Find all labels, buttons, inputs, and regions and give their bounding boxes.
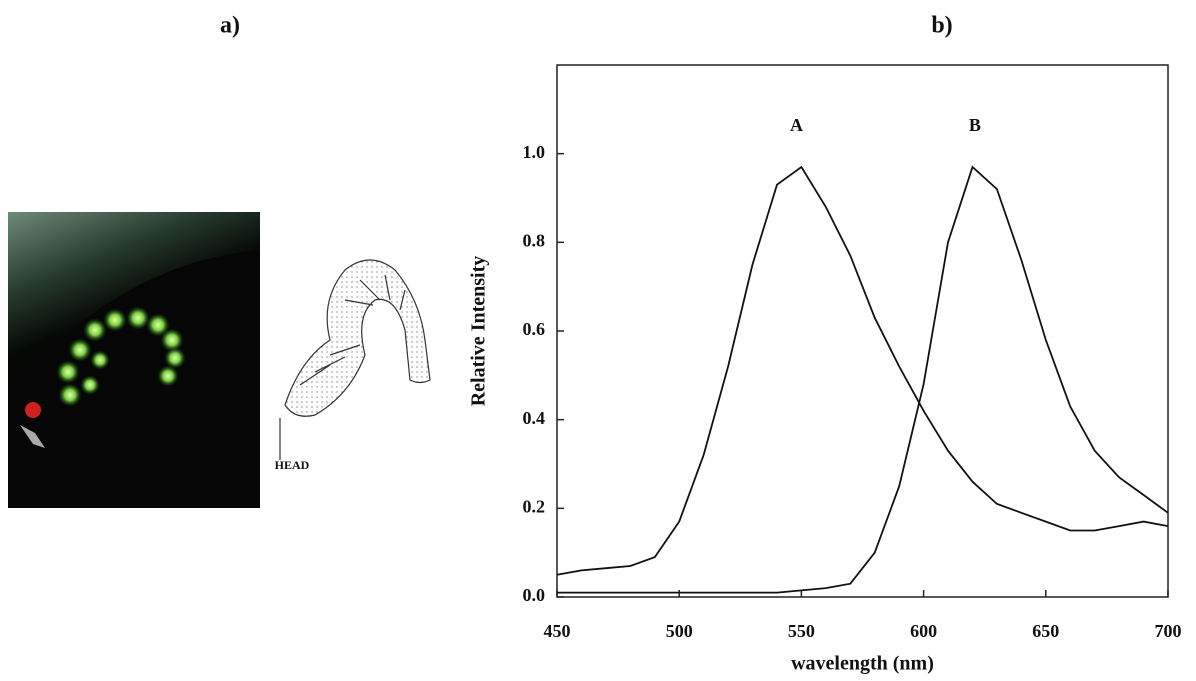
y-tick-label: 0.2 <box>523 496 546 516</box>
x-tick-label: 550 <box>788 621 815 641</box>
x-tick-label: 600 <box>910 621 937 641</box>
plot-frame <box>556 64 1169 598</box>
annotation: A <box>790 115 803 135</box>
photo <box>8 212 260 508</box>
panel-label: a) <box>220 13 240 39</box>
y-axis-label: Relative Intensity <box>468 256 490 407</box>
y-tick-label: 0.0 <box>523 585 546 605</box>
drawing-label: HEAD <box>275 458 310 472</box>
line-series <box>557 165 1169 594</box>
x-tick-label: 650 <box>1032 621 1059 641</box>
x-tick-label: 500 <box>666 621 693 641</box>
panel-label: b) <box>931 13 952 39</box>
annotation: B <box>969 115 981 135</box>
y-tick-label: 0.8 <box>523 230 546 250</box>
y-tick-label: 0.6 <box>523 319 546 339</box>
y-tick-label: 0.4 <box>523 408 546 428</box>
x-axis-label: wavelength (nm) <box>791 653 934 675</box>
line-series <box>556 165 1169 576</box>
x-tick-label: 700 <box>1155 621 1182 641</box>
y-tick-label: 1.0 <box>523 142 546 162</box>
x-tick-label: 450 <box>544 621 571 641</box>
larva-drawing <box>279 259 431 460</box>
